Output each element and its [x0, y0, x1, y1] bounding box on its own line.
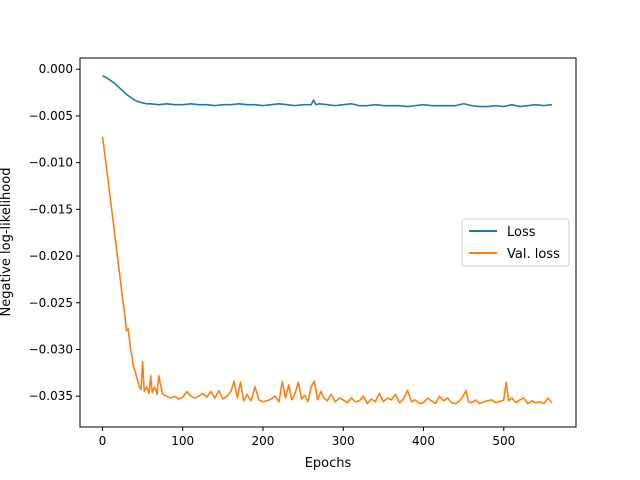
legend-label-loss: Loss [507, 225, 536, 240]
plot-lines [101, 75, 553, 405]
series-line-val-loss [101, 136, 553, 405]
y-tick-label: −0.035 [29, 389, 73, 403]
y-tick-label: 0.000 [39, 62, 73, 76]
x-axis-label: Epochs [305, 456, 352, 471]
axes-frame [79, 57, 577, 428]
y-tick-label: −0.010 [29, 156, 73, 170]
legend-label-val-loss: Val. loss [507, 247, 560, 262]
y-tick-label: −0.020 [29, 249, 73, 263]
y-axis: 0.000 −0.005 −0.010 −0.015 −0.020 −0.025 −0.03… [29, 62, 80, 403]
y-tick-label: −0.005 [29, 109, 73, 123]
y-axis-label: Negative log-likelihood [0, 168, 14, 317]
x-tick-label: 300 [332, 434, 355, 448]
y-tick-label: −0.015 [29, 202, 73, 216]
y-tick-label: −0.030 [29, 342, 73, 356]
x-tick-label: 100 [171, 434, 194, 448]
x-tick-label: 400 [412, 434, 435, 448]
x-axis: 0 100 200 300 400 500 [99, 427, 515, 448]
x-tick-label: 200 [252, 434, 275, 448]
y-tick-label: −0.025 [29, 296, 73, 310]
legend: Loss Val. loss [461, 218, 570, 267]
x-tick-label: 500 [492, 434, 515, 448]
x-tick-label: 0 [99, 434, 107, 448]
series-line-loss [102, 75, 553, 108]
